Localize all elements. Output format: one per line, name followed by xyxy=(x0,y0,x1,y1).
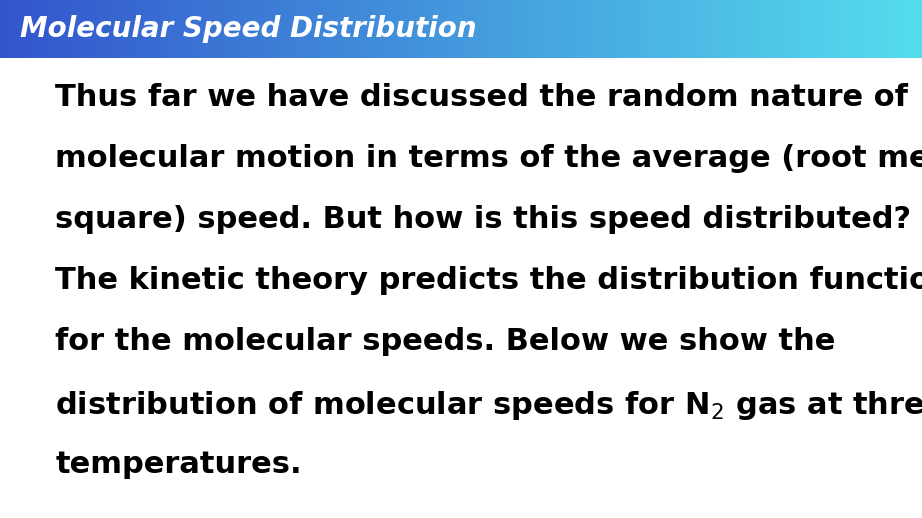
Text: for the molecular speeds. Below we show the: for the molecular speeds. Below we show … xyxy=(55,327,835,356)
Text: distribution of molecular speeds for N$_2$ gas at three: distribution of molecular speeds for N$_… xyxy=(55,388,922,422)
Text: Thus far we have discussed the random nature of: Thus far we have discussed the random na… xyxy=(55,83,908,112)
Text: square) speed. But how is this speed distributed?: square) speed. But how is this speed dis… xyxy=(55,205,912,234)
Text: The kinetic theory predicts the distribution function: The kinetic theory predicts the distribu… xyxy=(55,266,922,295)
Text: Molecular Speed Distribution: Molecular Speed Distribution xyxy=(20,15,477,43)
Text: molecular motion in terms of the average (root mean: molecular motion in terms of the average… xyxy=(55,144,922,173)
Text: temperatures.: temperatures. xyxy=(55,450,301,479)
